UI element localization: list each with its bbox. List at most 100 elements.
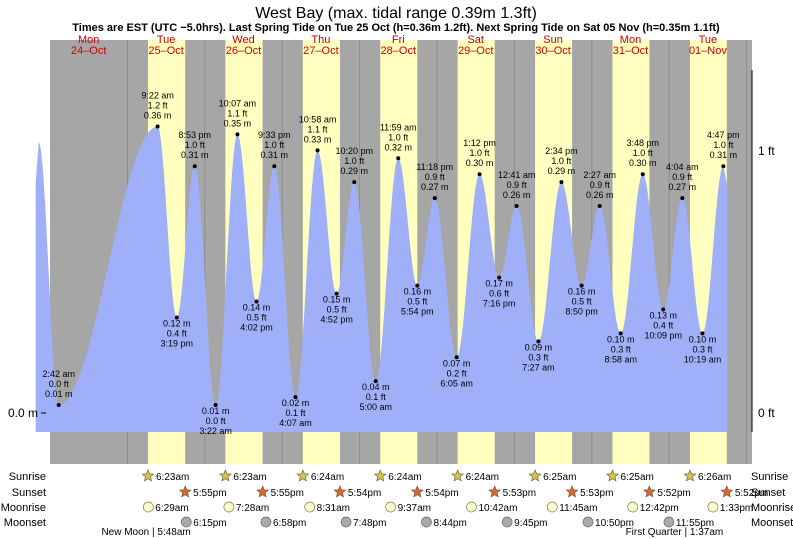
sunset-time: 5:55pm bbox=[271, 488, 304, 499]
sunset-time: 5:53pm bbox=[503, 488, 536, 499]
tide-area bbox=[35, 126, 728, 433]
day-date: 27–Oct bbox=[303, 45, 338, 57]
tide-label: 0.02 m bbox=[282, 398, 310, 408]
moonrise-icon bbox=[385, 501, 396, 513]
tide-label: 0.30 m bbox=[466, 158, 494, 168]
moonset-icon bbox=[501, 516, 513, 528]
moon-phase-label: First Quarter | 1:37am bbox=[626, 527, 724, 538]
day-name: Sun bbox=[543, 34, 563, 46]
tide-label: 0.9 ft bbox=[672, 172, 693, 182]
moonrise-time: 8:31am bbox=[317, 503, 350, 514]
sunset-icon bbox=[256, 485, 270, 498]
page-subtitle: Times are EST (UTC −5.0hrs). Last Spring… bbox=[72, 22, 720, 34]
sunset-time: 5:53pm bbox=[580, 488, 613, 499]
moonrise-icon bbox=[466, 501, 477, 513]
tide-label: 0.26 m bbox=[503, 190, 531, 200]
row-label-right: Sunset bbox=[751, 487, 785, 499]
tide-label: 1.0 ft bbox=[388, 132, 409, 142]
moonrise-time: 12:42pm bbox=[640, 503, 679, 514]
row-label-left: Sunset bbox=[12, 487, 46, 499]
sunset-icon bbox=[642, 485, 656, 498]
moonset-time: 10:50pm bbox=[595, 518, 634, 529]
row-label-right: Sunrise bbox=[751, 471, 788, 483]
tide-point bbox=[497, 275, 502, 280]
axes: 0.0 m 0 ft 1 ft bbox=[8, 70, 775, 432]
moonset-icon bbox=[260, 516, 272, 528]
row-label-right: Moonrise bbox=[751, 502, 793, 514]
moonrise-icon bbox=[223, 501, 235, 513]
sunrise-time: 6:23am bbox=[156, 472, 189, 483]
moonset-time: 11:55pm bbox=[676, 518, 714, 529]
tide-label: 0.12 m bbox=[163, 318, 191, 328]
tide-label: 11:18 pm bbox=[416, 162, 453, 172]
moonrise-time: 10:42am bbox=[479, 503, 518, 514]
sunset-time: 5:55pm bbox=[193, 488, 226, 499]
tide-point bbox=[579, 283, 584, 288]
sunrise-icon bbox=[373, 469, 387, 482]
tide-label: 0.04 m bbox=[362, 382, 390, 392]
tide-point bbox=[56, 403, 61, 408]
sunset-time: 5:52pm bbox=[657, 488, 690, 499]
tide-label: 0.31 m bbox=[710, 150, 738, 160]
moonset-icon bbox=[180, 516, 192, 528]
tide-label: 5:00 am bbox=[359, 402, 392, 412]
tide-label: 0.5 ft bbox=[407, 297, 428, 307]
tide-point bbox=[155, 124, 160, 129]
tide-point bbox=[514, 204, 519, 209]
moonset-icon bbox=[663, 516, 675, 528]
tide-point bbox=[174, 315, 179, 320]
sunset-time: 5:54pm bbox=[425, 488, 458, 499]
tide-point bbox=[536, 339, 541, 344]
day-date: 26–Oct bbox=[226, 45, 261, 57]
sunrise-time: 6:24am bbox=[311, 472, 344, 483]
sunset-icon bbox=[720, 485, 734, 498]
tide-label: 0.07 m bbox=[443, 358, 471, 368]
tide-label: 1.1 ft bbox=[308, 124, 329, 134]
moonrise-time: 7:28am bbox=[236, 503, 269, 514]
sunset-icon bbox=[333, 485, 347, 498]
sunrise-icon bbox=[218, 469, 232, 482]
row-label-left: Moonset bbox=[4, 517, 46, 529]
moonrise-icon bbox=[707, 501, 719, 513]
tide-label: 3:22 am bbox=[199, 426, 232, 436]
moonset-time: 9:45pm bbox=[514, 518, 547, 529]
tide-label: 4:02 pm bbox=[240, 323, 273, 333]
day-date: 01–Nov bbox=[689, 45, 727, 57]
tide-label: 0.01 m bbox=[202, 406, 230, 416]
tide-label: 1.0 ft bbox=[470, 148, 491, 158]
sunrise-time: 6:25am bbox=[543, 472, 576, 483]
tide-label: 0.36 m bbox=[144, 110, 172, 120]
tide-label: 1.0 ft bbox=[713, 140, 734, 150]
tide-label: 3:19 pm bbox=[161, 338, 194, 348]
tide-label: 10:07 am bbox=[219, 98, 257, 108]
sunrise-time: 6:24am bbox=[466, 472, 499, 483]
day-date: 25–Oct bbox=[148, 45, 183, 57]
sunset-icon bbox=[178, 485, 192, 498]
tide-point bbox=[415, 283, 420, 288]
sunset-time: 5:52pm bbox=[735, 488, 768, 499]
day-name: Fri bbox=[392, 34, 405, 46]
tide-label: 0.2 ft bbox=[447, 368, 468, 378]
tide-label: 0.31 m bbox=[261, 150, 289, 160]
sunset-icon bbox=[565, 485, 579, 498]
sunset-icon bbox=[410, 485, 424, 498]
tide-label: 0.0 ft bbox=[206, 416, 227, 426]
tide-labels: 2:42 am0.0 ft0.01 m9:22 am1.2 ft0.36 m0.… bbox=[42, 90, 739, 436]
tide-label: 0.4 ft bbox=[653, 321, 674, 331]
tide-point bbox=[454, 355, 459, 360]
sunrise-icon bbox=[683, 469, 697, 482]
tide-point bbox=[661, 307, 666, 312]
day-name: Mon bbox=[620, 34, 641, 46]
tide-label: 9:22 am bbox=[141, 90, 174, 100]
tide-label: 0.26 m bbox=[586, 190, 614, 200]
tide-label: 4:52 pm bbox=[320, 315, 353, 325]
tide-label: 0.0 ft bbox=[49, 379, 70, 389]
tide-point bbox=[477, 172, 482, 177]
tide-point bbox=[235, 132, 240, 137]
left-axis-label: 0.0 m bbox=[8, 406, 38, 420]
day-date: 31–Oct bbox=[613, 45, 648, 57]
tide-point bbox=[700, 331, 705, 336]
tide-label: 0.27 m bbox=[421, 182, 449, 192]
tide-label: 0.35 m bbox=[224, 118, 252, 128]
tide-label: 0.01 m bbox=[45, 389, 73, 399]
